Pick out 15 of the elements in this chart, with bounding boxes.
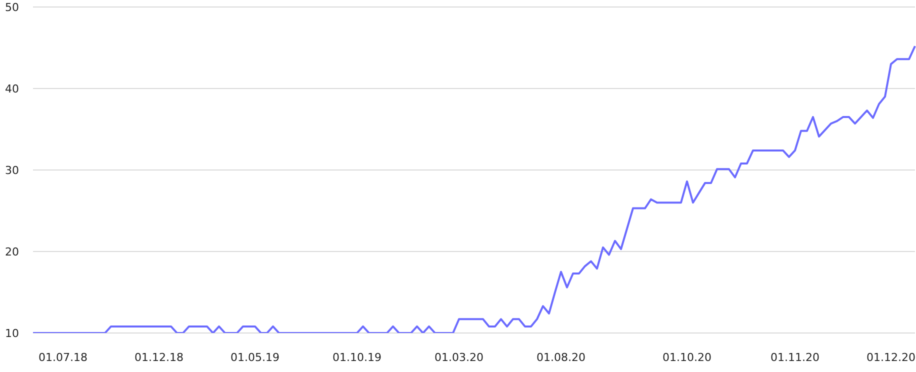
y-tick-label: 50: [5, 0, 19, 14]
y-tick-label: 20: [5, 245, 19, 258]
x-tick-label: 01.08.20: [536, 350, 586, 364]
x-tick-label: 01.12.20: [866, 350, 916, 364]
x-tick-label: 01.05.19: [230, 350, 280, 364]
line-series: [32, 45, 916, 333]
x-tick-label: 01.03.20: [434, 350, 484, 364]
x-tick-label: 01.10.19: [332, 350, 382, 364]
x-tick-label: 01.10.20: [662, 350, 712, 364]
y-tick-label: 40: [5, 82, 19, 96]
x-tick-label: 01.12.18: [134, 350, 184, 364]
y-tick-label: 10: [5, 326, 19, 340]
y-tick-label: 30: [5, 164, 19, 177]
x-tick-label: 01.07.18: [38, 350, 88, 364]
x-tick-label: 01.11.20: [770, 350, 820, 364]
